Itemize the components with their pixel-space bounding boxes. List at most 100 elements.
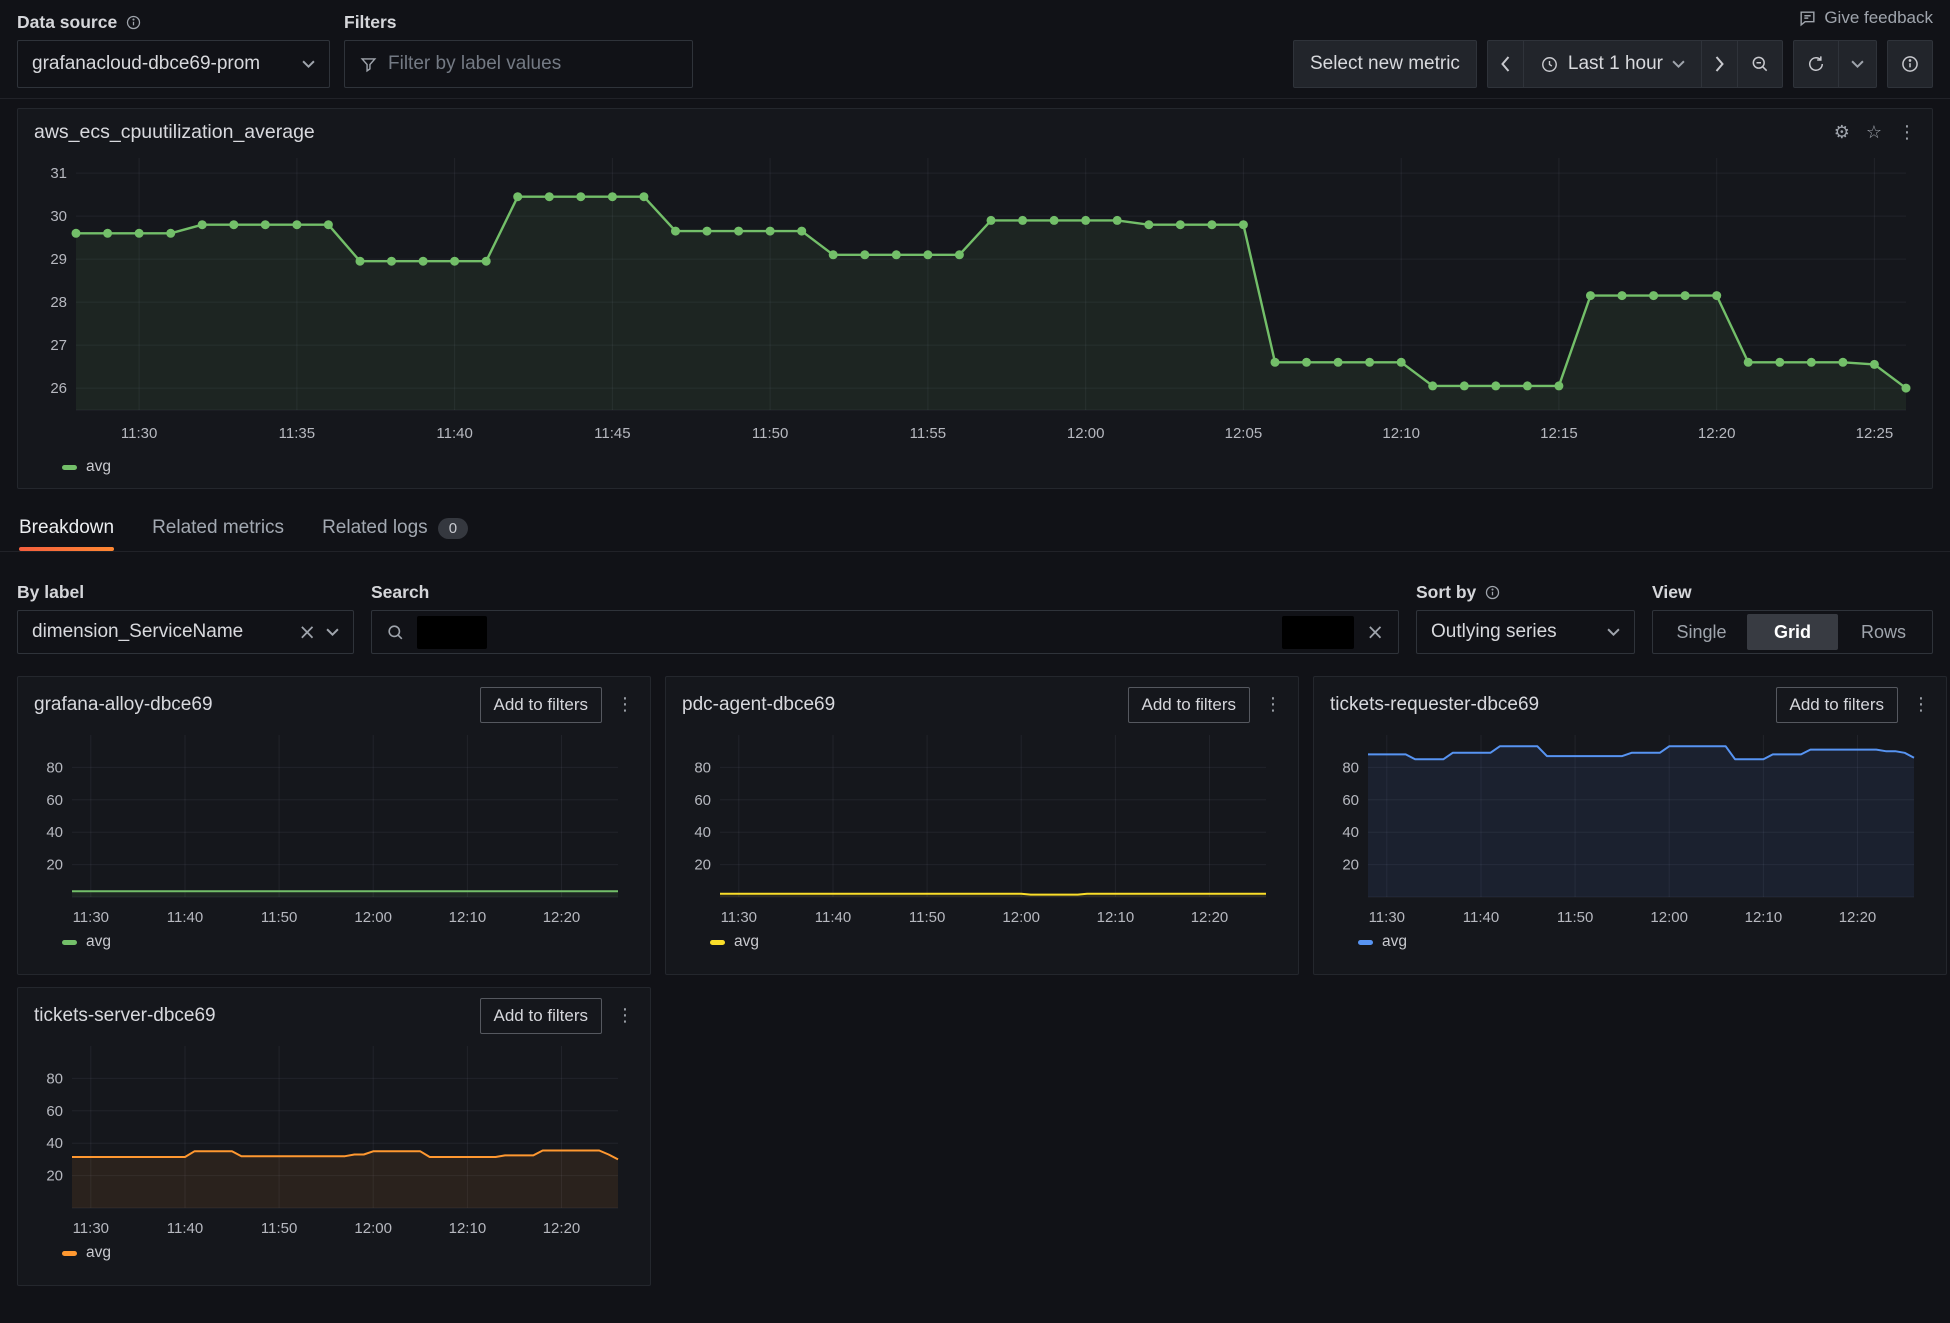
sort-by-select[interactable]: Outlying series [1416, 610, 1635, 654]
breakdown-card-pdc-agent: pdc-agent-dbce69 Add to filters ⋮ 20 40 60… [665, 676, 1299, 975]
redacted-search-text [417, 615, 487, 649]
legend-label: avg [734, 933, 759, 950]
chevron-right-icon [1715, 56, 1724, 72]
search-label: Search [371, 582, 430, 602]
svg-text:11:30: 11:30 [1369, 909, 1405, 926]
tab-related-metrics[interactable]: Related metrics [152, 517, 284, 551]
time-shift-forward-button[interactable] [1701, 40, 1738, 88]
time-range-value: Last 1 hour [1567, 53, 1663, 74]
legend-swatch [710, 939, 725, 945]
svg-text:11:40: 11:40 [436, 425, 472, 442]
card-menu-kebab-icon[interactable]: ⋮ [1912, 694, 1930, 715]
clear-search-icon[interactable]: × [1366, 620, 1384, 644]
legend[interactable]: avg [1330, 931, 1930, 953]
view-toggle-group: Single Grid Rows [1652, 610, 1933, 654]
svg-text:12:00: 12:00 [354, 909, 392, 926]
svg-text:12:20: 12:20 [543, 909, 581, 926]
info-button[interactable] [1887, 40, 1933, 88]
legend-swatch [62, 939, 77, 945]
panel-menu-kebab-icon[interactable]: ⋮ [1898, 121, 1916, 143]
legend[interactable]: avg [682, 931, 1282, 953]
view-option-rows[interactable]: Rows [1860, 621, 1906, 642]
svg-text:12:00: 12:00 [1067, 425, 1105, 442]
svg-text:20: 20 [46, 1168, 63, 1185]
panel-star-icon[interactable]: ☆ [1865, 121, 1882, 143]
tab-related-logs[interactable]: Related logs 0 [322, 517, 469, 551]
svg-text:12:10: 12:10 [1745, 909, 1783, 926]
svg-text:29: 29 [50, 251, 67, 268]
filters-input[interactable]: Filter by label values [344, 40, 693, 88]
zoom-out-icon [1752, 56, 1768, 72]
clock-icon [1541, 56, 1557, 72]
svg-text:12:20: 12:20 [1698, 425, 1736, 442]
card-menu-kebab-icon[interactable]: ⋮ [616, 1005, 634, 1026]
main-timeseries-chart: 26 27 28 29 30 31 11:30 11:35 11:40 11:45 11:50 11:… [50, 158, 1911, 442]
select-new-metric-label: Select new metric [1309, 53, 1460, 74]
tab-breakdown[interactable]: Breakdown [19, 517, 115, 551]
time-toolbar: Select new metric Last 1 hour [1292, 40, 1933, 88]
svg-text:12:05: 12:05 [1225, 425, 1263, 442]
info-icon[interactable] [1484, 584, 1501, 601]
zoom-out-button[interactable] [1737, 40, 1783, 88]
legend-swatch [62, 1250, 77, 1256]
refresh-group [1793, 40, 1877, 88]
svg-text:80: 80 [694, 759, 711, 776]
svg-text:11:55: 11:55 [910, 425, 946, 442]
sort-by-label: Sort by [1416, 582, 1635, 603]
give-feedback-label: Give feedback [1824, 8, 1933, 27]
filters-label: Filters [344, 12, 693, 33]
chevron-left-icon [1501, 56, 1510, 72]
add-to-filters-button[interactable]: Add to filters [479, 998, 602, 1034]
card-menu-kebab-icon[interactable]: ⋮ [616, 694, 634, 715]
filters-placeholder: Filter by label values [388, 53, 562, 74]
feedback-comment-icon [1800, 10, 1815, 26]
view-option-grid[interactable]: Grid [1747, 614, 1838, 650]
svg-text:11:40: 11:40 [167, 909, 203, 926]
legend[interactable]: avg [34, 931, 634, 953]
panel-settings-gear-icon[interactable]: ⚙ [1833, 121, 1850, 143]
svg-text:31: 31 [50, 165, 67, 182]
by-label-value: dimension_ServiceName [32, 621, 244, 642]
datasource-select[interactable]: grafanacloud-dbce69-prom [17, 40, 330, 88]
chevron-down-icon [1851, 60, 1864, 68]
svg-text:80: 80 [46, 759, 63, 776]
card-title: tickets-requester-dbce69 [1330, 694, 1540, 715]
legend[interactable]: avg [34, 1242, 634, 1264]
search-input[interactable]: × [371, 610, 1399, 654]
svg-text:12:25: 12:25 [1856, 425, 1894, 442]
datasource-label: Data source [17, 12, 330, 33]
refresh-button[interactable] [1793, 40, 1839, 88]
toolbar: Data source grafanacloud-dbce69-prom Fil… [17, 0, 1933, 88]
time-range-picker[interactable]: Last 1 hour [1522, 40, 1702, 88]
add-to-filters-button[interactable]: Add to filters [1127, 687, 1250, 723]
redacted-search-text [1282, 615, 1355, 649]
select-new-metric-button[interactable]: Select new metric [1292, 40, 1477, 88]
search-icon [388, 624, 403, 639]
breakdown-card-tickets-server: tickets-server-dbce69 Add to filters ⋮ 2… [17, 987, 651, 1286]
info-circle-icon [1902, 56, 1918, 72]
svg-text:26: 26 [50, 380, 67, 397]
card-menu-kebab-icon[interactable]: ⋮ [1264, 694, 1282, 715]
time-shift-back-button[interactable] [1486, 40, 1524, 88]
svg-text:12:00: 12:00 [354, 1220, 392, 1237]
related-logs-count-badge: 0 [437, 517, 469, 539]
svg-text:11:30: 11:30 [121, 425, 157, 442]
view-option-single[interactable]: Single [1676, 621, 1727, 642]
svg-text:40: 40 [46, 824, 63, 841]
breakdown-card-tickets-requester: tickets-requester-dbce69 Add to filters … [1313, 676, 1947, 975]
by-label-select[interactable]: dimension_ServiceName × [17, 610, 354, 654]
clear-label-icon[interactable]: × [298, 620, 316, 644]
legend[interactable]: avg [34, 456, 1916, 478]
give-feedback-link[interactable]: Give feedback [1798, 8, 1933, 28]
add-to-filters-button[interactable]: Add to filters [1775, 687, 1898, 723]
add-to-filters-button[interactable]: Add to filters [479, 687, 602, 723]
svg-text:60: 60 [694, 792, 711, 809]
card-title: grafana-alloy-dbce69 [34, 694, 213, 715]
refresh-interval-dropdown[interactable] [1838, 40, 1877, 88]
info-icon[interactable] [125, 14, 142, 31]
svg-text:11:40: 11:40 [167, 1220, 203, 1237]
svg-text:11:40: 11:40 [1463, 909, 1499, 926]
card-timeseries-chart: 20 40 60 80 11:30 11:40 11:50 12:00 12:10 12:20 [46, 735, 618, 926]
svg-text:12:10: 12:10 [449, 1220, 487, 1237]
